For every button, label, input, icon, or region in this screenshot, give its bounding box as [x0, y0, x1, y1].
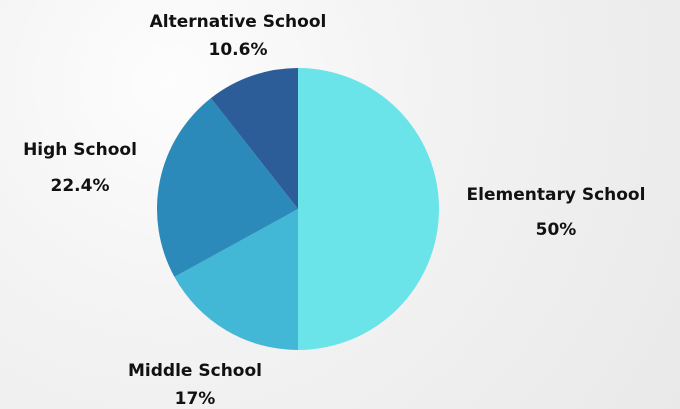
- label-high-school: High School: [23, 140, 137, 160]
- value-alternative-school: 10.6%: [209, 40, 268, 60]
- slice-high-school: [156, 98, 298, 277]
- value-elementary-school: 50%: [536, 220, 577, 240]
- pie-slices: [156, 68, 439, 350]
- slice-middle-school: [174, 209, 298, 350]
- value-high-school: 22.4%: [51, 176, 110, 196]
- label-middle-school: Middle School: [128, 361, 262, 381]
- label-elementary-school: Elementary School: [467, 185, 646, 205]
- slice-elementary-school: [298, 68, 439, 350]
- label-alternative-school: Alternative School: [150, 12, 327, 32]
- slice-labels: Elementary School 50% Middle School 17% …: [23, 12, 645, 409]
- value-middle-school: 17%: [175, 389, 216, 409]
- slice-alternative-school: [210, 68, 298, 209]
